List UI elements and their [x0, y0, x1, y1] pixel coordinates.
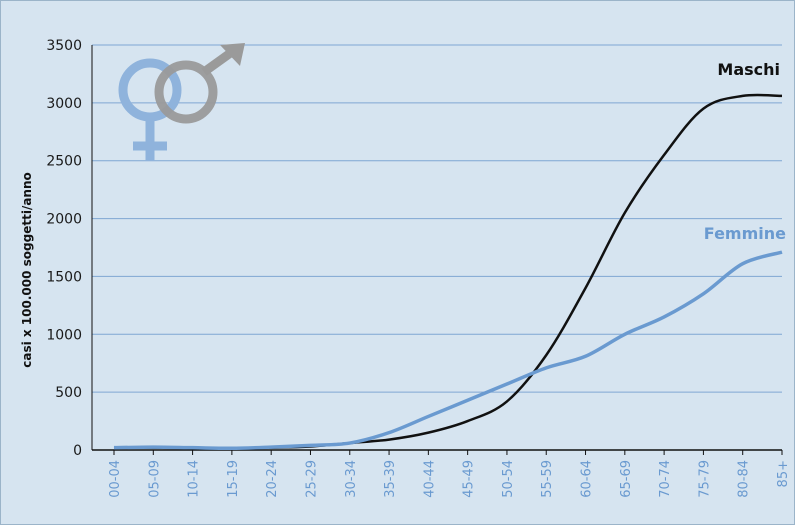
x-tick-label: 45-49: [462, 460, 477, 498]
y-tick-label: 0: [73, 443, 82, 459]
x-tick-label: 40-44: [422, 460, 437, 498]
series-label-maschi: Maschi: [717, 60, 780, 79]
x-tick-label: 50-54: [501, 460, 516, 498]
x-tick-label: 00-04: [108, 460, 123, 498]
grid-lines: [91, 44, 782, 451]
y-tick-label: 2500: [46, 154, 82, 170]
x-tick-label: 20-24: [265, 460, 280, 498]
x-tick-label: 15-19: [226, 460, 241, 498]
y-tick-label: 1000: [46, 327, 82, 343]
x-tick-label: 80-84: [737, 460, 752, 498]
x-tick-label: 75-79: [697, 460, 712, 498]
y-tick-label: 3000: [46, 96, 82, 112]
series-line-femmine: [113, 250, 783, 451]
male-symbol-icon: [154, 43, 245, 124]
x-tick-label: 85+: [776, 460, 791, 487]
female-symbol-icon: [118, 58, 182, 161]
x-tick-label: 25-29: [304, 460, 319, 498]
x-tick-label: 30-34: [344, 460, 359, 498]
series-labels: Maschi Femmine: [704, 60, 786, 243]
series-line-maschi: [113, 93, 783, 451]
y-tick-label: 3500: [46, 38, 82, 54]
series-lines: [113, 93, 783, 451]
x-tick-labels: 00-04 05-09 10-14 15-19 20-24 25-29 30-34 35-39…: [108, 450, 791, 498]
y-tick-label: 2000: [46, 212, 82, 228]
x-tick-label: 60-64: [580, 460, 595, 498]
series-label-femmine: Femmine: [704, 224, 786, 243]
y-tick-label: 500: [55, 385, 82, 401]
x-tick-label: 35-39: [383, 460, 398, 498]
y-tick-labels: 0 500 1000 1500 2000 2500 3000 3500: [46, 38, 82, 459]
x-tick-label: 70-74: [658, 460, 673, 498]
y-axis-label: casi x 100.000 soggetti/anno: [20, 172, 34, 368]
x-tick-label: 65-69: [619, 460, 634, 498]
x-tick-label: 05-09: [147, 460, 162, 498]
x-tick-label: 10-14: [187, 460, 202, 498]
x-tick-label: 55-59: [540, 460, 555, 498]
y-tick-label: 1500: [46, 269, 82, 285]
